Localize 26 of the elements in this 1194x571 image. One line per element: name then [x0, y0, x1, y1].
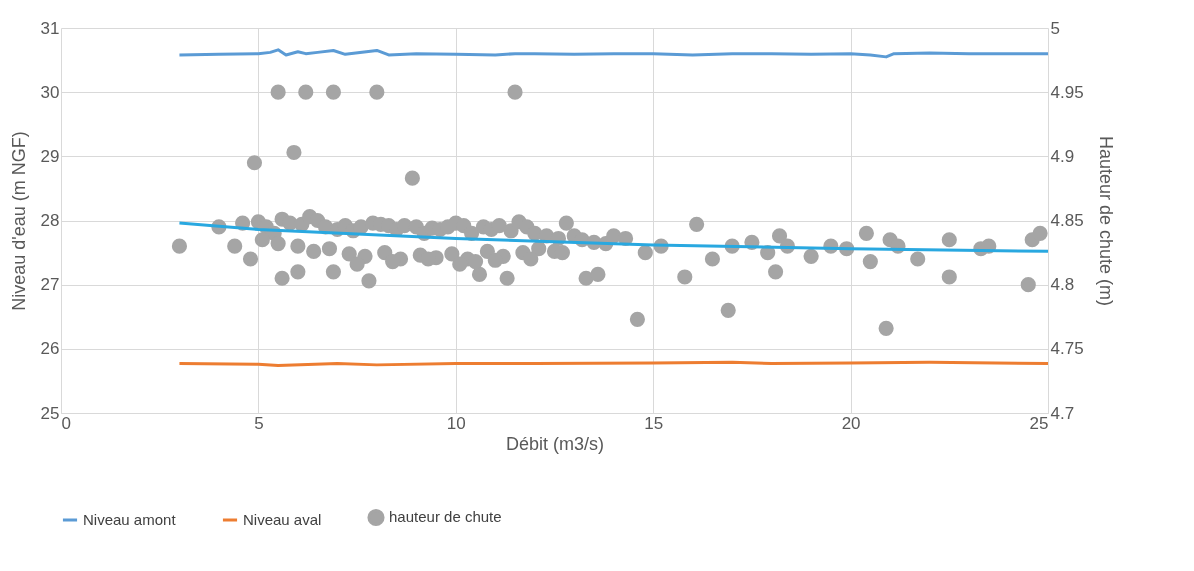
- legend-label: hauteur de chute: [389, 508, 502, 526]
- x-tick-label: 10: [446, 413, 466, 433]
- y-tick-label: 26: [40, 339, 60, 359]
- y-tick-label: 29: [40, 146, 60, 166]
- y2-tick-label: 4.85: [1050, 211, 1084, 230]
- line-series: [177, 48, 1050, 59]
- y-tick-label: 28: [40, 211, 60, 230]
- legend-label: Niveau aval: [243, 511, 322, 528]
- x-tick-label: 5: [254, 413, 264, 433]
- y2-tick-label: 5: [1050, 18, 1060, 38]
- y-tick-label: 30: [40, 82, 60, 102]
- y2-tick-label: 4.7: [1050, 403, 1075, 423]
- y2-tick-label: 4.9: [1050, 146, 1075, 166]
- x-tick-label: 25: [1029, 413, 1049, 433]
- y2-tick-label: 4.75: [1050, 339, 1084, 359]
- y-tick-label: 31: [40, 18, 60, 38]
- legend-label: Niveau amont: [83, 511, 177, 528]
- x-tick-label: 15: [644, 413, 664, 433]
- x-tick-label: 0: [61, 413, 71, 433]
- y2-tick-label: 4.8: [1050, 275, 1075, 295]
- x-axis-title: Débit (m3/s): [505, 433, 605, 454]
- y-tick-label: 27: [40, 275, 60, 295]
- y-axis-title: Niveau d'eau (m NGF): [8, 131, 29, 311]
- y2-tick-label: 4.95: [1050, 82, 1084, 102]
- y2-axis-title: Hauteur de chute (m): [1095, 135, 1116, 307]
- x-tick-label: 20: [841, 413, 861, 433]
